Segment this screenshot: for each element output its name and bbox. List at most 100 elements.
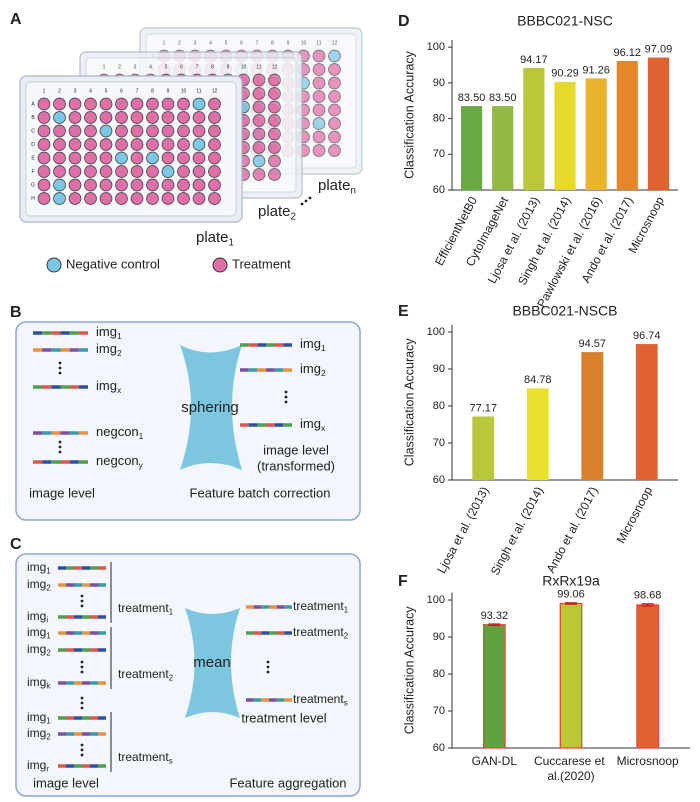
well — [177, 124, 190, 138]
well — [53, 138, 66, 151]
value-label: 99.06 — [557, 589, 585, 601]
well — [328, 130, 341, 144]
image-label: imgk — [27, 675, 50, 690]
y-tick-label: 100 — [427, 594, 445, 606]
label-text: treatment — [293, 599, 344, 613]
well — [268, 100, 281, 114]
x-tick-label: Singh et al. (2014) — [488, 484, 546, 577]
label-subscript: 1 — [139, 431, 144, 441]
plate-row-label: E — [31, 155, 35, 161]
treatment-label: treatment2 — [118, 667, 173, 682]
well — [37, 178, 51, 192]
plate-column-label: 9 — [167, 88, 170, 94]
ellipsis-dot — [80, 748, 84, 752]
plate-column-label: 10 — [241, 64, 247, 70]
ellipsis-dot — [58, 440, 62, 444]
ellipsis-dot — [58, 445, 62, 449]
well — [130, 124, 144, 138]
well — [161, 138, 175, 151]
value-label: 77.17 — [469, 402, 497, 414]
well — [312, 76, 326, 90]
y-tick-label: 60 — [433, 184, 445, 196]
value-label: 96.12 — [614, 47, 642, 59]
image-label: imgr — [27, 758, 49, 773]
label-text: treatment — [293, 692, 344, 706]
well — [130, 151, 144, 165]
plate-column-label: 8 — [271, 40, 274, 46]
bar — [554, 81, 576, 190]
well — [84, 111, 97, 124]
well — [99, 178, 113, 192]
well — [53, 165, 66, 178]
x-tick-label: Microsnoop — [617, 754, 679, 768]
plate-column-label: 8 — [151, 88, 154, 94]
ellipsis-dot — [300, 202, 304, 206]
well — [252, 73, 266, 87]
ellipsis-dot — [80, 753, 84, 757]
well — [115, 111, 128, 124]
well — [37, 165, 51, 178]
image-label: img2 — [27, 642, 51, 657]
label-subscript: 1 — [229, 237, 234, 248]
y-axis-label: Classification Accuracy — [402, 50, 416, 179]
label-subscript: 1 — [117, 331, 122, 341]
plate-label: platen — [318, 177, 356, 196]
well — [84, 178, 97, 192]
bar — [585, 78, 607, 190]
well — [115, 151, 128, 165]
well — [252, 154, 266, 168]
label-subscript: 2 — [117, 348, 122, 358]
well — [161, 111, 175, 124]
chart-title: RxRx19a — [542, 573, 600, 589]
bar — [492, 106, 514, 190]
well — [192, 138, 206, 151]
image-label: negcony — [96, 453, 144, 470]
y-axis-label: Classification Accuracy — [402, 338, 416, 467]
plate-column-label: 3 — [134, 64, 137, 70]
y-axis-label: Classification Accuracy — [402, 606, 416, 735]
label-subscript: 1 — [321, 343, 326, 353]
well — [53, 124, 66, 138]
legend-marker — [46, 257, 62, 273]
label-text: img — [96, 324, 117, 339]
well — [37, 111, 51, 124]
plate-column-label: 4 — [149, 64, 152, 70]
well — [192, 97, 206, 111]
plate-row-label: F — [31, 169, 34, 175]
value-label: 90.29 — [551, 68, 579, 80]
label-subscript: x — [117, 385, 122, 395]
value-label: 84.78 — [524, 374, 552, 386]
label-text: img — [27, 675, 46, 689]
bar — [635, 344, 658, 480]
well — [84, 151, 97, 165]
error-bar — [488, 623, 501, 627]
well — [115, 124, 128, 138]
sphering-shape — [180, 345, 242, 470]
plate-column-label: 6 — [240, 40, 243, 46]
plate-column-label: 10 — [181, 88, 187, 94]
well — [312, 90, 326, 103]
well — [312, 144, 326, 157]
label-subscript: y — [139, 460, 144, 470]
x-tick-label: Ando et al. (2017) — [544, 484, 601, 575]
plate-column-label: 6 — [120, 88, 123, 94]
label-text: treatment — [118, 750, 169, 764]
well — [328, 63, 341, 76]
well — [53, 111, 66, 124]
well — [161, 192, 175, 205]
label-text: img — [300, 416, 321, 431]
y-tick-label: 100 — [427, 41, 445, 53]
well — [53, 151, 66, 165]
value-label: 98.68 — [634, 590, 662, 602]
well — [99, 192, 113, 205]
plate-column-label: 2 — [178, 40, 181, 46]
well — [312, 49, 326, 63]
well — [268, 73, 281, 87]
well — [130, 178, 144, 192]
value-label: 91.26 — [582, 64, 610, 76]
well — [177, 151, 190, 165]
plate-column-label: 1 — [163, 40, 166, 46]
panel-letter: F — [398, 573, 408, 590]
well — [312, 130, 326, 144]
